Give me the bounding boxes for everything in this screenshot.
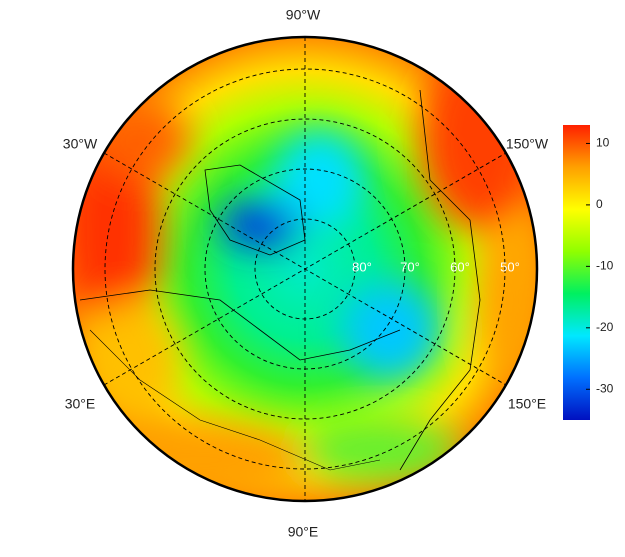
lon-label: 30°W: [63, 136, 98, 152]
colorbar-tick-label: 10: [596, 136, 610, 150]
lat-label: 60°: [450, 259, 470, 274]
graticule: [103, 37, 507, 501]
lon-label: 90°E: [288, 524, 319, 540]
colorbar-tick-label: -10: [596, 259, 614, 273]
lon-label: 150°W: [506, 136, 549, 152]
colorbar-tick-label: -20: [596, 320, 614, 334]
colorbar-tick-label: -30: [596, 381, 614, 395]
temperature-field: [73, 37, 537, 501]
colorbar-tick-label: 0: [596, 197, 603, 211]
lon-label: 150°E: [508, 396, 546, 412]
map-border: [71, 35, 539, 503]
lat-label: 70°: [400, 259, 420, 274]
colorbar: [563, 125, 590, 420]
lon-label: 30°E: [65, 396, 96, 412]
lon-label: 90°W: [286, 7, 321, 23]
lat-label: 80°: [352, 259, 372, 274]
lat-label: 50°: [500, 259, 520, 274]
